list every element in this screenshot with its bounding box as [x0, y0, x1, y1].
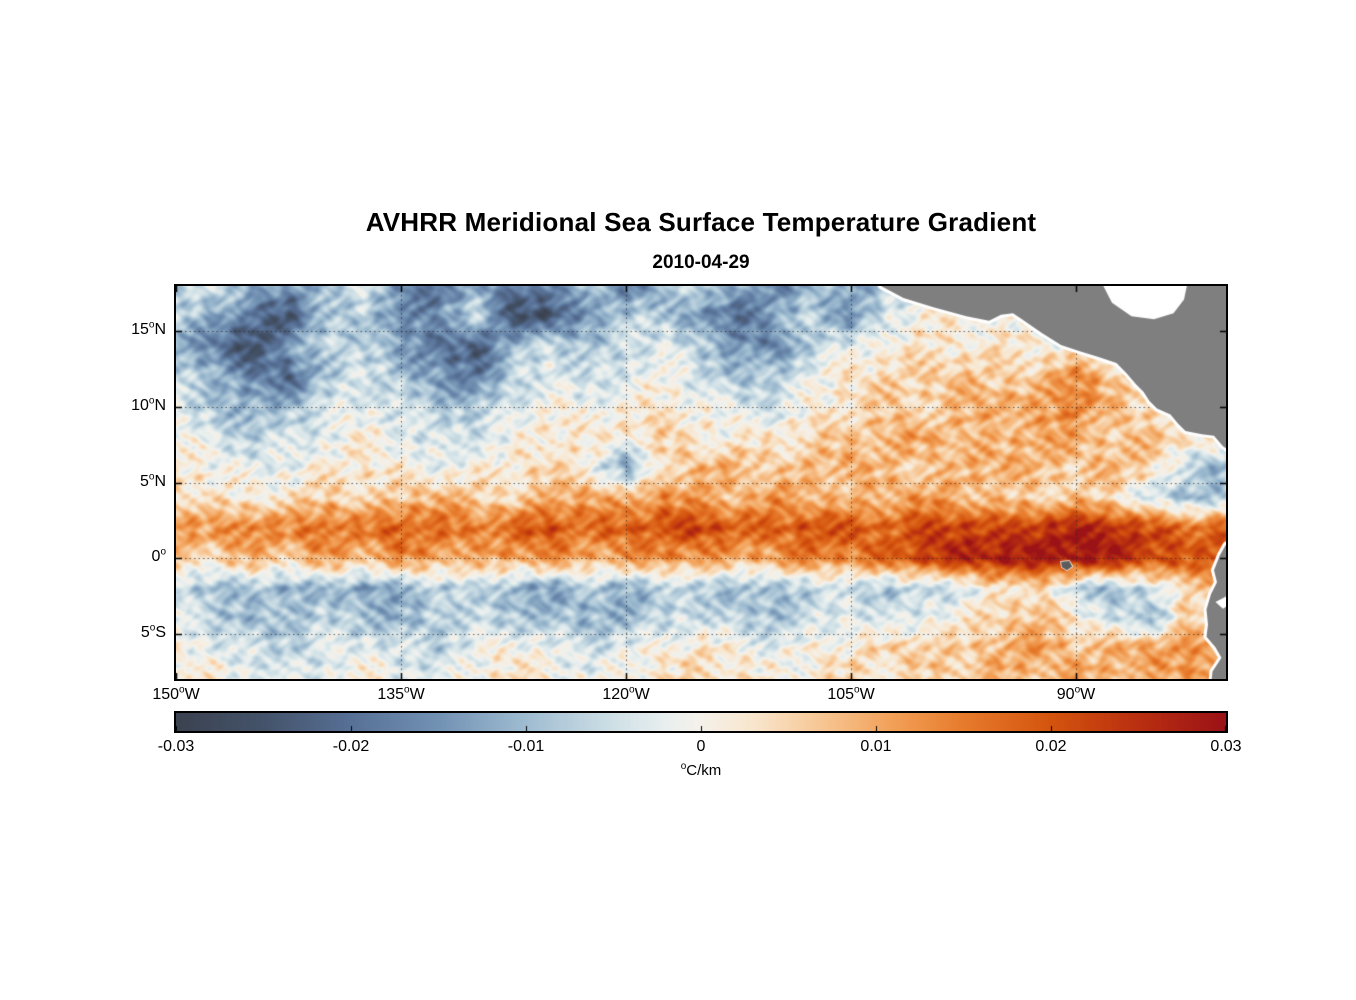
colorbar-canvas [176, 713, 1226, 731]
colorbar [174, 711, 1228, 733]
x-tick-label: 105oW [827, 684, 875, 703]
y-tick-label: 10oN [131, 395, 166, 414]
colorbar-tick-label: 0.01 [860, 738, 892, 755]
x-tick-label: 90oW [1056, 684, 1096, 703]
chart-subtitle: 2010-04-29 [652, 252, 750, 273]
map-plot [174, 284, 1228, 681]
colorbar-tick-label: 0.03 [1210, 738, 1242, 755]
y-tick-label: 5oN [139, 471, 166, 490]
colorbar-unit-label: oC/km [680, 761, 722, 780]
x-tick-label: 120oW [602, 684, 650, 703]
colorbar-tick-label: -0.01 [507, 738, 545, 755]
y-tick-label: 5oS [140, 622, 166, 641]
x-tick-label: 150oW [152, 684, 200, 703]
y-tick-label: 0o [151, 546, 166, 566]
colorbar-tick-label: -0.03 [157, 738, 195, 755]
y-tick-label: 15oN [131, 320, 166, 339]
colorbar-tick-label: 0 [696, 738, 706, 755]
chart-title: AVHRR Meridional Sea Surface Temperature… [365, 207, 1037, 237]
colorbar-tick-label: 0.02 [1035, 738, 1067, 755]
colorbar-tick-label: -0.02 [332, 738, 370, 755]
x-tick-label: 135oW [377, 684, 425, 703]
heatmap-canvas [176, 286, 1226, 679]
